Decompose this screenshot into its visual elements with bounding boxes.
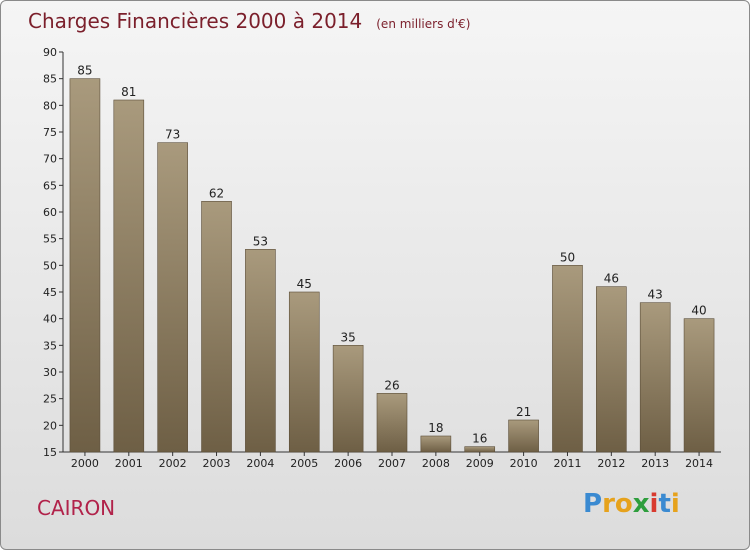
- bar: [420, 435, 452, 453]
- logo-letter: o: [614, 489, 633, 519]
- bar-value-label: 43: [648, 288, 663, 302]
- bar-value-label: 26: [384, 378, 399, 392]
- x-tick-label: 2012: [597, 457, 625, 470]
- y-tick-label: 30: [43, 366, 57, 379]
- y-tick-label: 20: [43, 419, 57, 432]
- logo-letter: i: [670, 489, 680, 519]
- y-tick-label: 50: [43, 259, 57, 272]
- x-tick-label: 2001: [115, 457, 143, 470]
- bar-value-label: 21: [516, 405, 531, 419]
- bar-value-label: 62: [209, 186, 224, 200]
- bar-value-label: 16: [472, 432, 487, 446]
- x-tick-label: 2007: [378, 457, 406, 470]
- title-text: Charges Financières 2000 à 2014: [28, 9, 363, 33]
- y-tick-label: 15: [43, 446, 57, 459]
- y-tick-label: 25: [43, 393, 57, 406]
- x-tick-label: 2005: [290, 457, 318, 470]
- bar: [332, 345, 364, 453]
- bar: [552, 265, 583, 453]
- bar: [464, 446, 496, 453]
- logo-letter: r: [602, 489, 615, 519]
- bar-value-label: 81: [121, 85, 136, 99]
- bar: [113, 99, 145, 453]
- bar: [596, 286, 627, 453]
- bar-value-label: 73: [165, 128, 180, 142]
- x-tick-label: 2000: [71, 457, 99, 470]
- proxiti-logo: Proxiti: [583, 489, 680, 519]
- x-tick-label: 2008: [422, 457, 450, 470]
- x-tick-label: 2006: [334, 457, 362, 470]
- bar-value-label: 50: [560, 250, 575, 264]
- bar: [245, 249, 276, 453]
- bar-value-label: 45: [297, 277, 312, 291]
- chart-subtitle: (en milliers d'€): [376, 17, 471, 31]
- commune-name: CAIRON: [37, 496, 116, 520]
- bar: [376, 393, 408, 453]
- y-tick-label: 60: [43, 206, 57, 219]
- y-tick-label: 55: [43, 233, 57, 246]
- y-tick-label: 45: [43, 286, 57, 299]
- x-tick-label: 2002: [159, 457, 187, 470]
- bar: [157, 142, 188, 453]
- bar: [201, 201, 232, 453]
- bar-value-label: 46: [604, 272, 619, 286]
- chart-title: Charges Financières 2000 à 2014 (en milli…: [28, 9, 470, 33]
- bar-value-label: 85: [77, 64, 92, 78]
- bar: [508, 419, 539, 453]
- y-tick-label: 65: [43, 179, 57, 192]
- bar: [639, 302, 671, 453]
- y-tick-label: 80: [43, 99, 57, 112]
- y-tick-label: 70: [43, 153, 57, 166]
- bar: [683, 318, 715, 453]
- bar: [69, 78, 101, 453]
- x-tick-label: 2014: [685, 457, 713, 470]
- x-tick-label: 2003: [203, 457, 231, 470]
- y-tick-label: 90: [43, 46, 57, 59]
- bar-value-label: 18: [428, 421, 443, 435]
- x-tick-label: 2013: [641, 457, 669, 470]
- x-tick-label: 2004: [246, 457, 274, 470]
- x-tick-label: 2009: [466, 457, 494, 470]
- y-tick-label: 75: [43, 126, 57, 139]
- bar-value-label: 35: [340, 330, 355, 344]
- x-tick-label: 2011: [553, 457, 581, 470]
- logo-letter: P: [583, 489, 603, 519]
- bar-value-label: 53: [253, 234, 268, 248]
- x-tick-label: 2010: [510, 457, 538, 470]
- bar: [288, 291, 320, 453]
- logo-letter: x: [632, 489, 650, 519]
- logo-letter: t: [658, 489, 671, 519]
- y-tick-label: 35: [43, 339, 57, 352]
- y-tick-label: 40: [43, 313, 57, 326]
- bar-value-label: 40: [691, 304, 706, 318]
- logo-letter: i: [649, 489, 659, 519]
- y-tick-label: 85: [43, 73, 57, 86]
